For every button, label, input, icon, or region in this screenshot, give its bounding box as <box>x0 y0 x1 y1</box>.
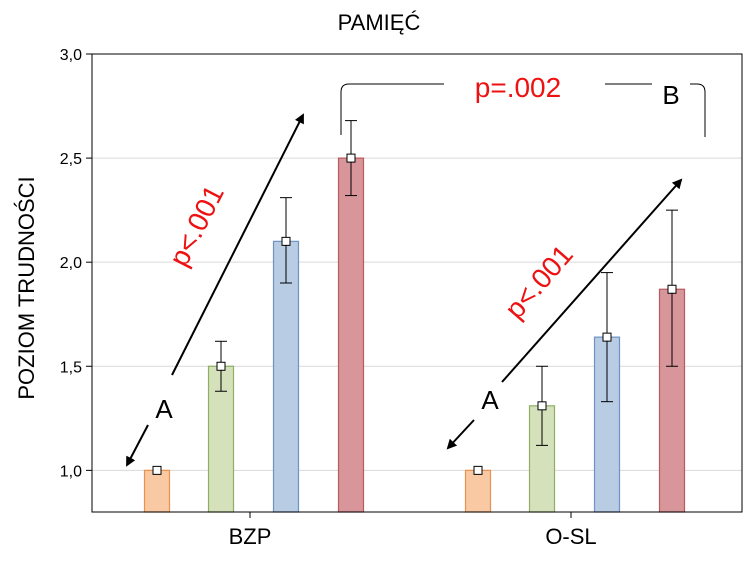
x-tick-label: O-SL <box>545 524 596 549</box>
bracket-pvalue: p=.002 <box>475 72 561 103</box>
marker-a-right: A <box>481 385 499 415</box>
mean-marker <box>281 236 291 246</box>
trend-label-right: p<.001 <box>499 239 579 325</box>
error-bars <box>152 120 678 475</box>
trend-arrow-left-down <box>126 424 149 467</box>
chart-title: PAMIĘĆ <box>338 10 421 35</box>
y-tick-label: 3,0 <box>60 47 82 64</box>
mean-marker <box>473 465 483 475</box>
trend-label-left: p<.001 <box>163 180 230 271</box>
bracket-left <box>340 83 444 135</box>
mean-marker <box>216 361 226 371</box>
x-tick-label: BZP <box>229 524 272 549</box>
trend-arrow-right-up <box>501 178 683 383</box>
bars <box>143 157 686 513</box>
mean-marker <box>152 465 162 475</box>
marker-b: B <box>662 80 679 110</box>
marker-a-left: A <box>155 394 173 424</box>
y-tick-label: 2,5 <box>60 151 82 168</box>
y-tick-label: 1,5 <box>60 359 82 376</box>
y-tick-label: 2,0 <box>60 255 82 272</box>
trend-arrow-left-up <box>171 113 304 376</box>
bar <box>337 157 365 513</box>
plot-frame <box>91 53 743 513</box>
y-axis: 1,0 1,5 2,0 2,5 3,0 <box>60 47 92 480</box>
mean-marker <box>537 401 547 411</box>
mean-marker <box>602 332 612 342</box>
y-tick-label: 1,0 <box>60 463 82 480</box>
y-axis-label: POZIOM TRUDNOŚCI <box>14 176 39 399</box>
mean-marker <box>346 153 356 163</box>
bar <box>464 469 492 513</box>
x-axis: BZP O-SL <box>229 512 597 549</box>
bar <box>143 469 171 513</box>
mean-marker <box>667 284 677 294</box>
bracket-right <box>690 83 706 137</box>
trend-arrow-right-down <box>446 419 475 450</box>
